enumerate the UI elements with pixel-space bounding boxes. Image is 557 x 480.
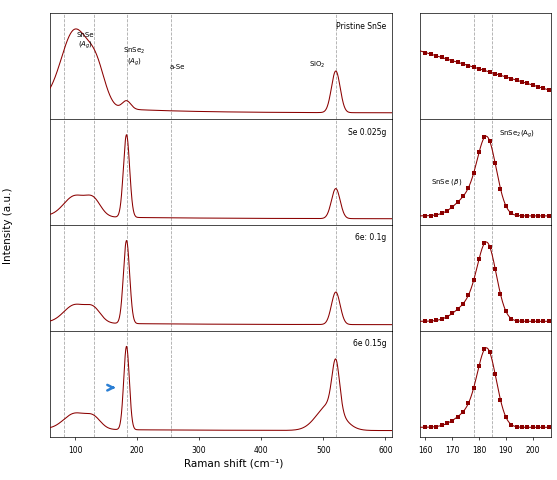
Text: Raman shift (cm⁻¹): Raman shift (cm⁻¹) (184, 458, 284, 468)
Text: Pristine SnSe: Pristine SnSe (336, 22, 387, 31)
Text: SnSe$_2$
$(A_g)$: SnSe$_2$ $(A_g)$ (124, 45, 146, 68)
Text: SnSe
$(A_g)$: SnSe $(A_g)$ (77, 33, 94, 51)
Text: SnSe ($β$): SnSe ($β$) (431, 176, 462, 186)
Text: Intensity (a.u.): Intensity (a.u.) (3, 187, 13, 264)
Text: SiO$_2$: SiO$_2$ (309, 60, 325, 70)
Text: Se 0.025g: Se 0.025g (348, 127, 387, 136)
Text: SnSe$_2$(A$_g$): SnSe$_2$(A$_g$) (499, 129, 535, 140)
Text: a-Se: a-Se (170, 64, 185, 70)
Text: 6e 0.15g: 6e 0.15g (353, 338, 387, 348)
Text: 6e: 0.1g: 6e: 0.1g (355, 233, 387, 242)
